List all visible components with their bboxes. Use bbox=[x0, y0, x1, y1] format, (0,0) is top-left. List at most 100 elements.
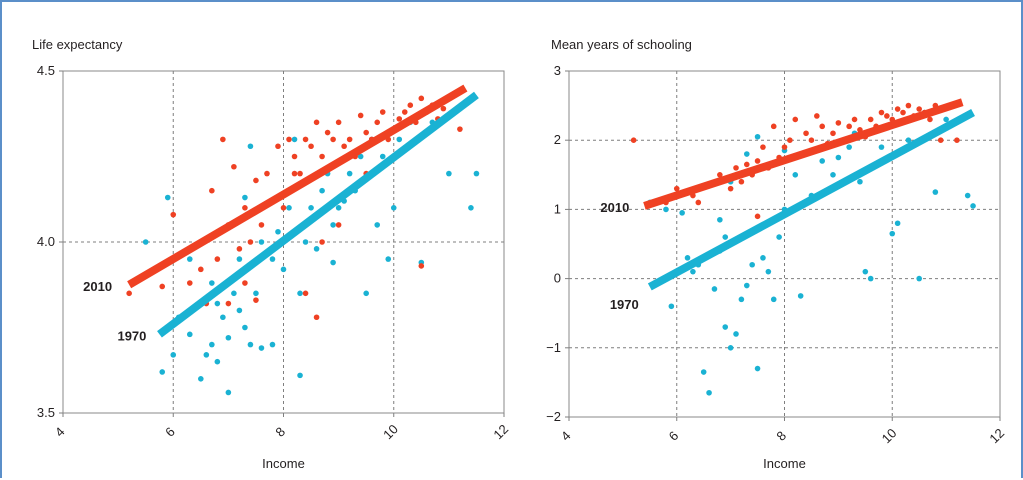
y-tick-label: 4.5 bbox=[37, 63, 55, 78]
scatter-point-2010 bbox=[733, 165, 739, 171]
scatter-point-1970 bbox=[722, 324, 729, 330]
scatter-point-2010 bbox=[770, 123, 777, 130]
scatter-point-2010 bbox=[313, 314, 320, 321]
scatter-point-2010 bbox=[286, 136, 292, 143]
scatter-point-1970 bbox=[159, 369, 166, 375]
scatter-point-1970 bbox=[269, 256, 276, 262]
scatter-point-1970 bbox=[754, 133, 761, 140]
scatter-point-1970 bbox=[846, 144, 852, 150]
x-tick-label: 10 bbox=[879, 425, 900, 446]
scatter-point-1970 bbox=[797, 293, 804, 299]
scatter-point-1970 bbox=[214, 300, 221, 307]
scatter-point-1970 bbox=[819, 158, 826, 164]
scatter-point-2010 bbox=[894, 106, 901, 112]
scatter-point-1970 bbox=[749, 261, 755, 268]
scatter-point-1970 bbox=[209, 341, 215, 348]
scatter-point-2010 bbox=[297, 170, 303, 177]
scatter-point-2010 bbox=[308, 143, 314, 150]
x-tick-label: 12 bbox=[490, 421, 511, 442]
scatter-point-2010 bbox=[341, 143, 347, 150]
x-tick-label: 6 bbox=[666, 428, 682, 444]
scatter-point-2010 bbox=[851, 116, 858, 123]
scatter-point-2010 bbox=[418, 95, 425, 102]
scatter-point-1970 bbox=[830, 172, 836, 178]
scatter-point-1970 bbox=[835, 154, 842, 161]
x-tick-label: 12 bbox=[986, 425, 1007, 446]
scatter-point-1970 bbox=[214, 358, 221, 365]
scatter-point-1970 bbox=[385, 256, 392, 262]
scatter-point-2010 bbox=[253, 177, 259, 184]
scatter-point-1970 bbox=[286, 205, 292, 211]
scatter-point-2010 bbox=[830, 130, 836, 137]
trend-line-2010 bbox=[643, 98, 964, 210]
scatter-point-2010 bbox=[673, 185, 680, 192]
scatter-point-2010 bbox=[401, 109, 408, 115]
scatter-point-2010 bbox=[760, 144, 766, 150]
scatter-point-1970 bbox=[142, 239, 149, 245]
y-tick-label: 3.5 bbox=[37, 405, 55, 420]
scatter-point-2010 bbox=[884, 113, 890, 119]
scatter-point-2010 bbox=[695, 199, 702, 206]
scatter-point-1970 bbox=[297, 290, 303, 297]
scatter-point-2010 bbox=[319, 153, 325, 160]
scatter-point-2010 bbox=[209, 187, 215, 194]
scatter-point-1970 bbox=[727, 345, 734, 351]
scatter-point-2010 bbox=[242, 280, 248, 286]
scatter-point-2010 bbox=[379, 109, 386, 115]
scatter-point-2010 bbox=[170, 211, 177, 218]
x-tick-label: 10 bbox=[380, 421, 401, 442]
scatter-point-2010 bbox=[258, 222, 265, 228]
scatter-point-1970 bbox=[275, 228, 281, 235]
scatter-point-1970 bbox=[220, 314, 226, 321]
scatter-point-2010 bbox=[835, 120, 842, 126]
scatter-point-1970 bbox=[889, 230, 896, 237]
scatter-point-2010 bbox=[291, 153, 298, 160]
scatter-point-1970 bbox=[776, 234, 782, 240]
scatter-point-2010 bbox=[363, 129, 369, 136]
scatter-point-2010 bbox=[440, 105, 447, 112]
y-tick-label: −1 bbox=[546, 340, 561, 355]
scatter-point-1970 bbox=[446, 170, 452, 177]
scatter-point-2010 bbox=[357, 112, 364, 119]
scatter-point-2010 bbox=[846, 123, 852, 130]
scatter-point-2010 bbox=[814, 113, 820, 119]
scatter-point-1970 bbox=[706, 389, 712, 396]
x-tick-label: 8 bbox=[773, 428, 789, 444]
scatter-point-2010 bbox=[905, 102, 912, 109]
scatter-point-1970 bbox=[679, 210, 685, 216]
trend-line-1970 bbox=[647, 108, 975, 291]
scatter-point-2010 bbox=[867, 116, 874, 123]
scatter-point-1970 bbox=[297, 372, 303, 379]
y-tick-label: 0 bbox=[554, 271, 561, 286]
scatter-point-2010 bbox=[313, 119, 320, 126]
scatter-point-1970 bbox=[357, 153, 364, 160]
x-tick-label: 8 bbox=[272, 424, 288, 440]
scatter-point-1970 bbox=[280, 266, 287, 273]
scatter-point-2010 bbox=[927, 116, 933, 123]
scatter-point-2010 bbox=[126, 290, 132, 297]
chart-panel-1: Life expectancy 3.5 4.0 4.5 4 6 8 10 12 Income 201… bbox=[32, 37, 511, 471]
scatter-point-1970 bbox=[209, 280, 215, 286]
scatter-point-2010 bbox=[396, 116, 403, 122]
x-tick-label: 4 bbox=[52, 424, 68, 440]
scatter-point-1970 bbox=[225, 334, 232, 341]
scatter-point-1970 bbox=[770, 296, 777, 303]
scatter-point-1970 bbox=[932, 189, 939, 195]
scatter-point-1970 bbox=[247, 143, 254, 150]
scatter-point-1970 bbox=[379, 153, 386, 160]
scatter-point-1970 bbox=[916, 275, 922, 282]
scatter-point-2010 bbox=[236, 246, 243, 252]
scatter-point-2010 bbox=[280, 205, 287, 211]
scatter-point-1970 bbox=[253, 290, 259, 297]
scatter-point-2010 bbox=[630, 137, 637, 143]
scatter-point-1970 bbox=[203, 352, 210, 358]
trend-line-2010 bbox=[127, 84, 468, 289]
scatter-point-2010 bbox=[954, 137, 960, 143]
scatter-point-2010 bbox=[878, 109, 885, 116]
scatter-point-2010 bbox=[159, 283, 166, 290]
scatter-point-1970 bbox=[363, 290, 369, 297]
scatter-point-2010 bbox=[302, 136, 309, 143]
